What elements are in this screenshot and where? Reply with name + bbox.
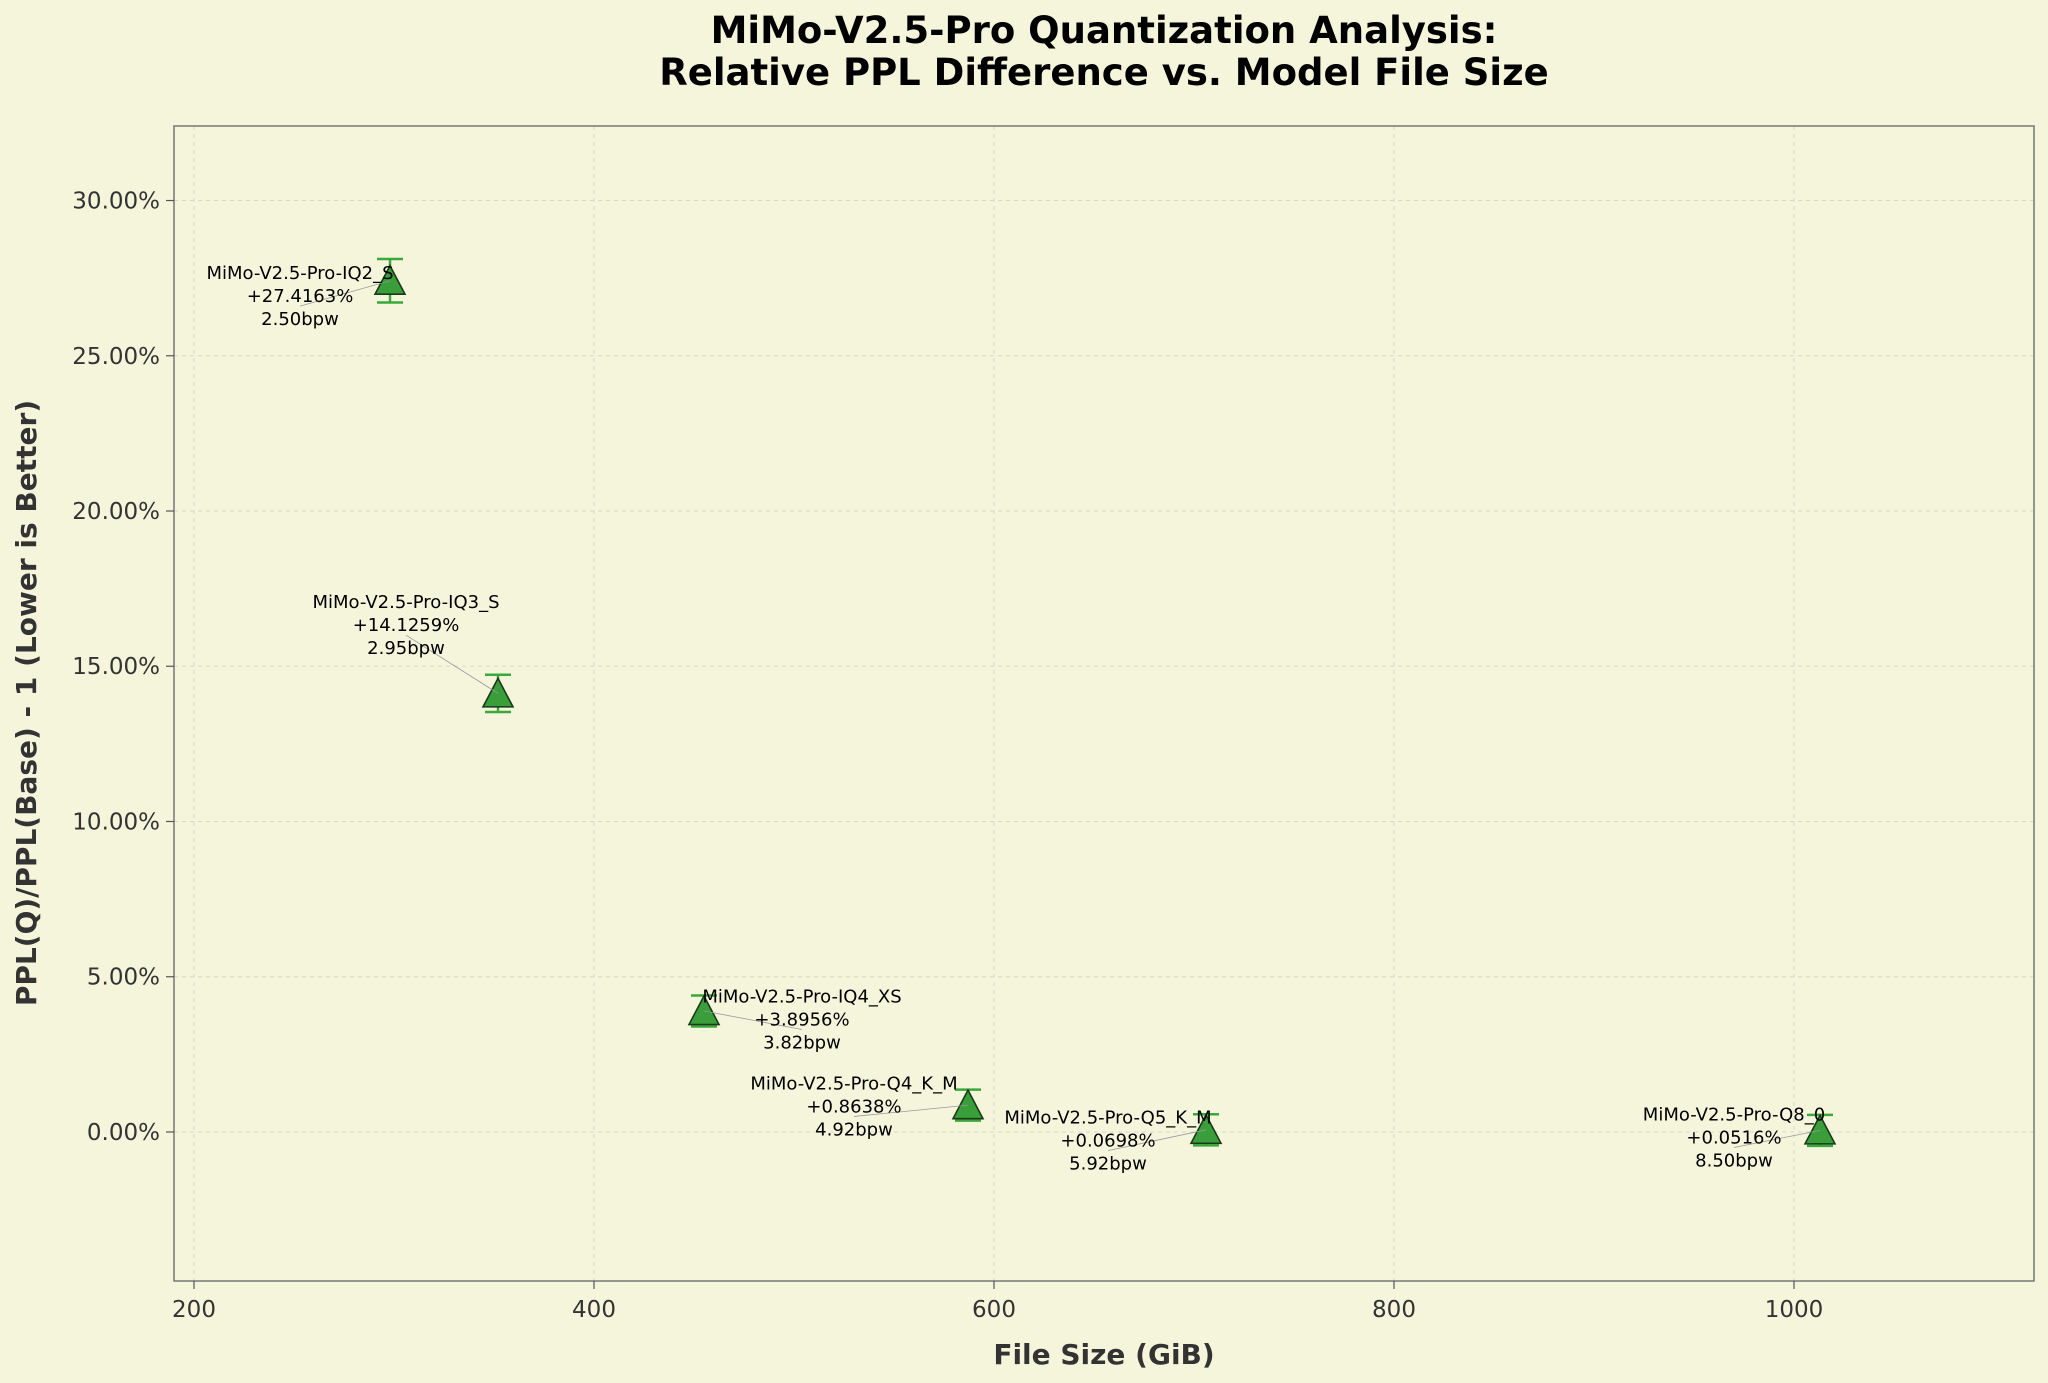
annotation-leader-line: [1107, 1129, 1207, 1151]
chart-title-line-1: MiMo-V2.5-Pro Quantization Analysis:: [711, 9, 1498, 52]
annotation-value-label: +3.8956%: [754, 1010, 849, 1031]
annotation-leader-line: [853, 1104, 969, 1117]
data-point-marker: [687, 994, 721, 1026]
grid: [174, 126, 2034, 1281]
x-axis-label: File Size (GiB): [993, 1338, 1214, 1371]
annotation-value-label: +0.0698%: [1060, 1131, 1155, 1152]
annotation-bpw-label: 3.82bpw: [763, 1033, 841, 1054]
annotations: MiMo-V2.5-Pro-IQ2_S+27.4163%2.50bpw MiMo-…: [206, 263, 1825, 1175]
annotation-model-label: MiMo-V2.5-Pro-Q5_K_M: [1004, 1108, 1211, 1129]
annotation-bpw-label: 8.50bpw: [1695, 1150, 1773, 1171]
annotation-bpw-label: 2.95bpw: [367, 638, 445, 659]
chart-title-line-2: Relative PPL Difference vs. Model File S…: [659, 51, 1548, 94]
y-tick-label: 30.00%: [72, 189, 160, 215]
data-point-marker: [951, 1088, 985, 1120]
annotation-bpw-label: 5.92bpw: [1069, 1154, 1147, 1175]
x-tick-label: 200: [172, 1297, 216, 1323]
y-tick-label: 20.00%: [72, 499, 160, 525]
y-tick-label: 0.00%: [87, 1120, 160, 1146]
data-point-marker: [1803, 1113, 1837, 1145]
annotation-leader-line: [703, 1010, 803, 1030]
annotation-bpw-label: 4.92bpw: [815, 1119, 893, 1140]
annotation-leader-line: [1733, 1129, 1821, 1148]
plot-area-frame: [173, 125, 2035, 1282]
x-tick-label: 600: [972, 1297, 1016, 1323]
annotation-value-label: +14.1259%: [353, 615, 460, 636]
x-tick-label: 800: [1372, 1297, 1416, 1323]
y-tick-label: 15.00%: [72, 654, 160, 680]
annotation-value-label: +27.4163%: [247, 286, 354, 307]
y-tick-label: 5.00%: [87, 965, 160, 991]
data-point-marker: [373, 264, 407, 296]
annotation-model-label: MiMo-V2.5-Pro-Q4_K_M: [750, 1073, 957, 1094]
annotation-bpw-label: 2.50bpw: [261, 309, 339, 330]
annotation-model-label: MiMo-V2.5-Pro-IQ4_XS: [702, 987, 901, 1008]
y-tick-label: 10.00%: [72, 809, 160, 835]
annotation-value-label: +0.0516%: [1686, 1127, 1781, 1148]
annotation-model-label: MiMo-V2.5-Pro-Q8_0: [1643, 1104, 1825, 1125]
annotation-leader-line: [299, 280, 391, 307]
x-tick-label: 400: [572, 1297, 616, 1323]
annotation-value-label: +0.8638%: [806, 1096, 901, 1117]
data-point-marker: [481, 676, 515, 708]
x-tick-label: 1000: [1765, 1297, 1824, 1323]
data-marks: [373, 257, 1837, 1148]
y-tick-label: 25.00%: [72, 344, 160, 370]
annotation-model-label: MiMo-V2.5-Pro-IQ3_S: [312, 592, 499, 613]
data-point-marker: [1189, 1113, 1223, 1145]
axis-ticks: 200 400 600 800 1000 0.00% 5.00% 10.00% 15.00% 20…: [72, 189, 1823, 1323]
annotation-model-label: MiMo-V2.5-Pro-IQ2_S: [206, 263, 393, 284]
y-axis-label: PPL(Q)/PPL(Base) - 1 (Lower is Better): [10, 400, 43, 1006]
annotation-leader-line: [405, 634, 499, 694]
